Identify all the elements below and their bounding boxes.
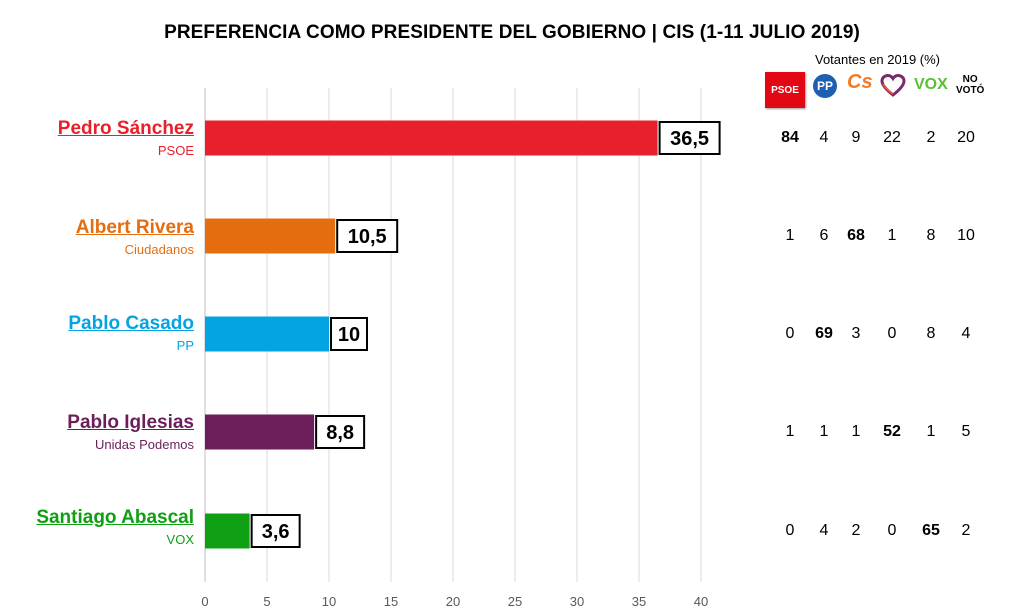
voters-cell: 52 [883, 423, 901, 440]
candidate-party: Unidas Podemos [95, 437, 194, 452]
x-axis-ticks: 0 5 10 15 20 25 30 35 40 [201, 594, 708, 609]
voters-cell: 10 [957, 227, 975, 244]
data-label-box [336, 219, 399, 253]
bar [205, 218, 336, 254]
bar [205, 120, 658, 156]
voters-cell: 2 [961, 522, 971, 539]
x-tick-label: 25 [508, 594, 522, 609]
voters-cell: 0 [785, 325, 795, 342]
data-label-box [658, 121, 721, 155]
data-label: 8,8 [326, 422, 354, 444]
voters-cell: 2 [926, 129, 936, 146]
voters-table-header: Votantes en 2019 (%) [814, 52, 941, 67]
voters-cell: 1 [851, 423, 861, 440]
voters-cell: 1 [887, 227, 897, 244]
x-tick-label: 20 [446, 594, 460, 609]
voters-cell: 0 [887, 325, 897, 342]
data-label-box [250, 514, 301, 548]
candidate-label-rivera: Albert Rivera Ciudadanos [76, 217, 194, 257]
candidate-label-abascal: Santiago Abascal VOX [36, 507, 194, 547]
vox-logo: VOX [914, 76, 948, 93]
x-tick-label: 15 [384, 594, 398, 609]
bars: 36,5 10,5 10 8,8 3,6 [205, 120, 721, 549]
voters-row: 1 6 68 1 8 10 [770, 227, 990, 249]
voters-row: 84 4 9 22 2 20 [770, 129, 990, 151]
bar [205, 513, 250, 549]
candidate-label-iglesias: Pablo Iglesias Unidas Podemos [67, 412, 194, 452]
bar [205, 316, 329, 352]
no-voto-line: VOTÓ [956, 85, 985, 96]
pp-logo: PP [813, 74, 837, 98]
candidate-party: PSOE [157, 143, 194, 158]
chart-title: PREFERENCIA COMO PRESIDENTE DEL GOBIERNO… [164, 22, 860, 43]
heart-icon [880, 73, 906, 103]
x-tick-label: 5 [263, 594, 270, 609]
voters-cell: 8 [926, 325, 936, 342]
voters-cell: 5 [961, 423, 971, 440]
voters-cell: 1 [926, 423, 936, 440]
voters-cell: 6 [819, 227, 829, 244]
x-tick-label: 30 [570, 594, 584, 609]
voters-cell: 20 [957, 129, 975, 146]
candidate-label-casado: Pablo Casado PP [68, 313, 194, 353]
voters-cell: 0 [785, 522, 795, 539]
voters-row: 0 69 3 0 8 4 [770, 325, 990, 347]
x-tick-label: 0 [201, 594, 208, 609]
bar [205, 414, 315, 450]
voters-cell: 2 [851, 522, 861, 539]
candidate-name: Pablo Iglesias [67, 412, 194, 433]
x-tick-label: 35 [632, 594, 646, 609]
voters-cell: 0 [887, 522, 897, 539]
no-voto-label: NO VOTÓ [956, 74, 984, 96]
candidate-party: Ciudadanos [124, 242, 194, 257]
candidate-name: Pedro Sánchez [57, 118, 194, 139]
voters-cell: 4 [819, 129, 829, 146]
voters-cell: 1 [785, 423, 795, 440]
candidate-party: VOX [166, 532, 194, 547]
voters-cell: 1 [785, 227, 795, 244]
data-label-box [315, 415, 366, 449]
psoe-logo: PSOE [765, 72, 805, 108]
voters-cell: 3 [851, 325, 861, 342]
voters-cell: 84 [781, 129, 799, 146]
candidate-name: Albert Rivera [75, 217, 194, 238]
candidate-label-sanchez: Pedro Sánchez PSOE [58, 118, 194, 158]
voters-cell: 22 [883, 129, 901, 146]
x-tick-label: 10 [322, 594, 336, 609]
voters-cell: 9 [851, 129, 861, 146]
candidate-name: Pablo Casado [68, 313, 194, 334]
data-label: 36,5 [670, 128, 709, 150]
voters-cell: 69 [815, 325, 833, 342]
voters-cell: 4 [961, 325, 971, 342]
candidate-name: Santiago Abascal [36, 507, 194, 528]
data-label: 10 [338, 324, 360, 346]
cs-logo: Cs [847, 71, 873, 93]
voters-cell: 1 [819, 423, 829, 440]
no-voto-line: NO [962, 74, 978, 85]
data-label: 10,5 [348, 226, 387, 248]
data-label: 3,6 [262, 521, 290, 543]
voters-cell: 8 [926, 227, 936, 244]
voters-cell: 4 [819, 522, 829, 539]
voters-row: 0 4 2 0 65 2 [770, 522, 990, 544]
candidate-party: PP [176, 338, 194, 353]
voters-row: 1 1 1 52 1 5 [770, 423, 990, 445]
voters-cell: 68 [847, 227, 865, 244]
voters-cell: 65 [922, 522, 940, 539]
data-label-box [330, 317, 368, 351]
x-tick-label: 40 [694, 594, 708, 609]
